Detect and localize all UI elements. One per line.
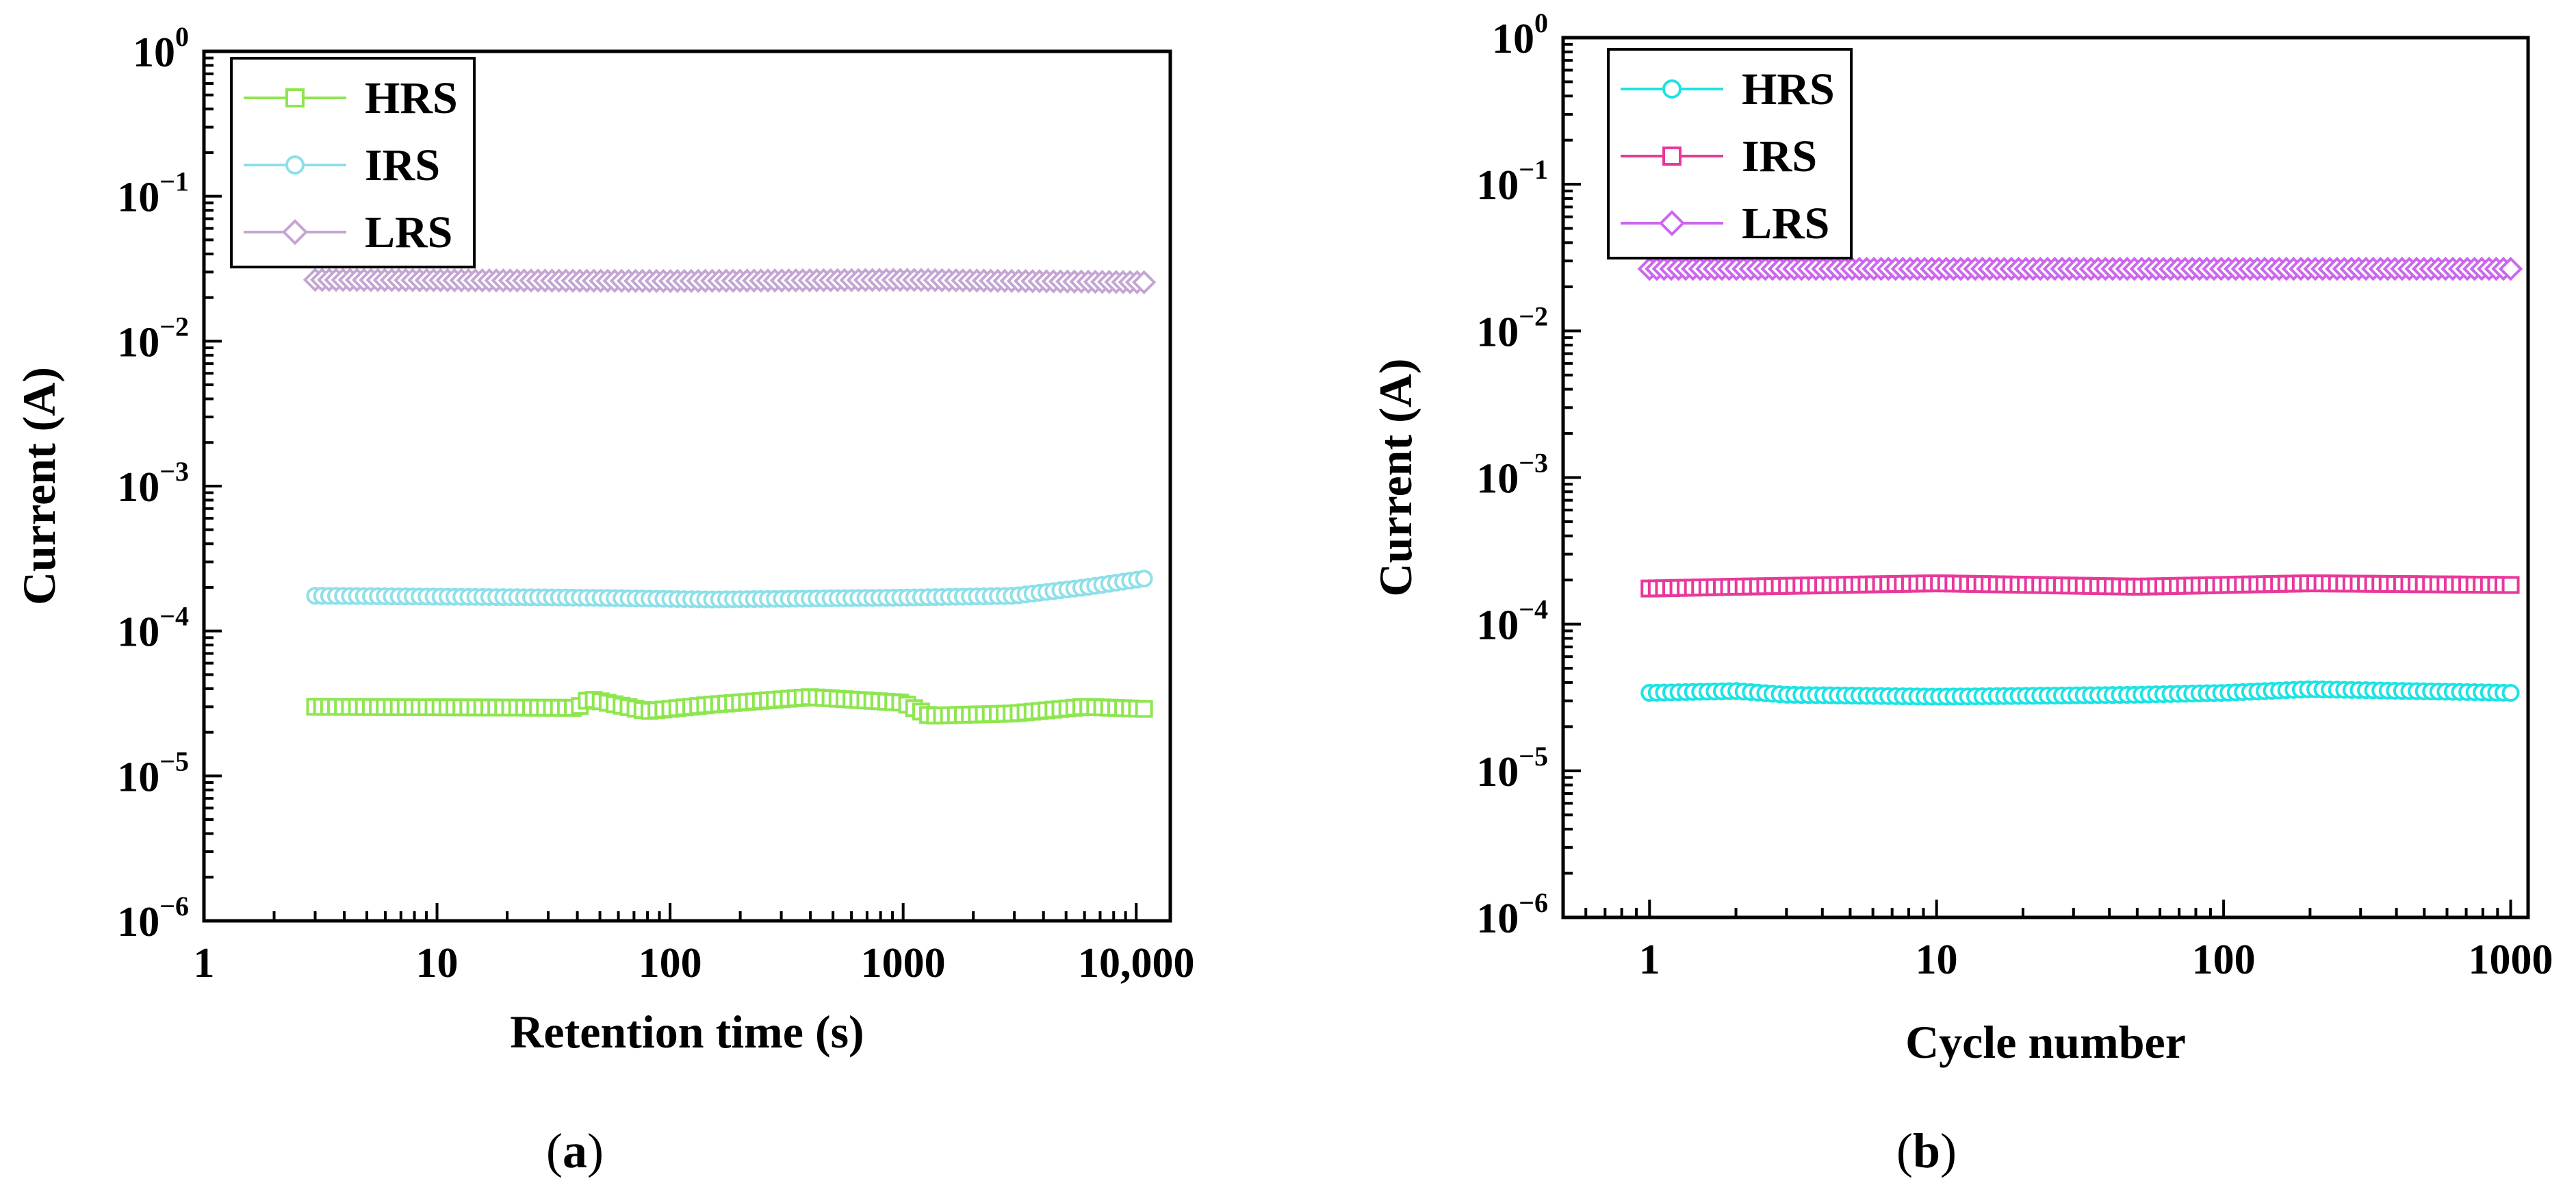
legend-entry-irs: IRS bbox=[1621, 131, 1817, 181]
data-point-lrs bbox=[2498, 257, 2523, 281]
legend-marker bbox=[1658, 209, 1686, 237]
legend-label: HRS bbox=[1742, 64, 1835, 114]
data-point-hrs bbox=[1135, 700, 1153, 718]
x-axis-title: Retention time (s) bbox=[510, 1006, 864, 1058]
y-tick-label: 10−6 bbox=[1476, 887, 1548, 942]
legend-entry-lrs: LRS bbox=[244, 207, 452, 257]
series-lrs bbox=[302, 268, 1157, 294]
data-point-irs bbox=[2501, 576, 2520, 594]
y-tick-label: 100 bbox=[1492, 8, 1548, 62]
series-irs bbox=[306, 570, 1153, 609]
series-group bbox=[1637, 257, 2523, 706]
series-hrs bbox=[1640, 680, 2520, 706]
panel-a: 1 10 100 1000 10,000 10−6 10−5 10−4 10−3 10−2 10−1… bbox=[13, 21, 1194, 1178]
legend-marker bbox=[281, 218, 309, 246]
panel-label: (a) bbox=[546, 1123, 604, 1178]
x-tick-label: 1 bbox=[1639, 937, 1660, 983]
y-axis: 10−6 10−5 10−4 10−3 10−2 10−1 100 bbox=[117, 21, 222, 945]
x-tick-label: 10,000 bbox=[1078, 940, 1195, 987]
data-point-irs bbox=[1135, 570, 1153, 588]
y-tick-label: 10−2 bbox=[117, 311, 189, 366]
panel-b: 1 10 100 100010−610−510−410−310−210−1100Cyc… bbox=[1369, 8, 2553, 1178]
y-tick-label: 10−1 bbox=[117, 166, 189, 221]
data-point-lrs bbox=[1131, 270, 1157, 294]
legend-label: LRS bbox=[1742, 199, 1829, 249]
legend-label: IRS bbox=[1742, 131, 1817, 181]
legend-entry-hrs: HRS bbox=[1621, 64, 1835, 114]
x-axis: 1 10 100 1000 10,000 bbox=[194, 903, 1195, 987]
legend-label: HRS bbox=[365, 73, 458, 123]
series-group bbox=[302, 268, 1157, 725]
x-tick-label: 1000 bbox=[861, 940, 946, 987]
legend-marker bbox=[1662, 147, 1682, 166]
x-axis: 1 10 100 1000 bbox=[1562, 900, 2553, 983]
x-tick-label: 100 bbox=[639, 940, 702, 987]
x-axis-title: Cycle number bbox=[1905, 1016, 2186, 1068]
y-tick-label: 10−4 bbox=[1476, 594, 1548, 649]
y-tick-label: 10−3 bbox=[1476, 448, 1548, 503]
x-tick-label: 10 bbox=[416, 940, 459, 987]
legend-entry-hrs: HRS bbox=[244, 73, 458, 123]
y-tick-label: 10−1 bbox=[1476, 154, 1548, 209]
x-tick-label: 100 bbox=[2192, 937, 2256, 983]
legend-label: LRS bbox=[365, 207, 452, 257]
series-hrs bbox=[306, 688, 1153, 725]
legend-marker bbox=[1662, 79, 1682, 99]
legend-entry-irs: IRS bbox=[244, 140, 440, 190]
y-tick-label: 10−3 bbox=[117, 456, 189, 511]
y-tick-label: 10−2 bbox=[1476, 301, 1548, 355]
series-lrs bbox=[1637, 257, 2523, 281]
x-tick-label: 10 bbox=[1916, 937, 1958, 983]
legend: HRS IRS LRS bbox=[230, 57, 476, 268]
y-axis-title: Current (A) bbox=[13, 367, 65, 605]
panel-label: (b) bbox=[1896, 1123, 1957, 1178]
legend: HRS IRS LRS bbox=[1607, 48, 1853, 259]
legend-entry-lrs: LRS bbox=[1621, 199, 1829, 249]
x-tick-label: 1 bbox=[194, 940, 215, 987]
y-tick-label: 10−5 bbox=[1476, 741, 1548, 796]
y-tick-label: 10−4 bbox=[117, 601, 189, 656]
y-tick-label: 10−6 bbox=[117, 891, 189, 945]
series-irs bbox=[1640, 574, 2520, 598]
legend-label: IRS bbox=[365, 140, 440, 190]
y-axis-title: Current (A) bbox=[1369, 358, 1421, 596]
data-point-hrs bbox=[2501, 684, 2520, 702]
y-axis: 10−6 10−5 10−4 10−3 10−2 10−1 100 bbox=[1476, 8, 1581, 942]
y-tick-label: 10−5 bbox=[117, 746, 189, 800]
legend-marker bbox=[285, 155, 305, 175]
legend-marker bbox=[285, 88, 305, 107]
y-tick-label: 100 bbox=[133, 21, 189, 76]
x-tick-label: 1000 bbox=[2469, 937, 2553, 983]
